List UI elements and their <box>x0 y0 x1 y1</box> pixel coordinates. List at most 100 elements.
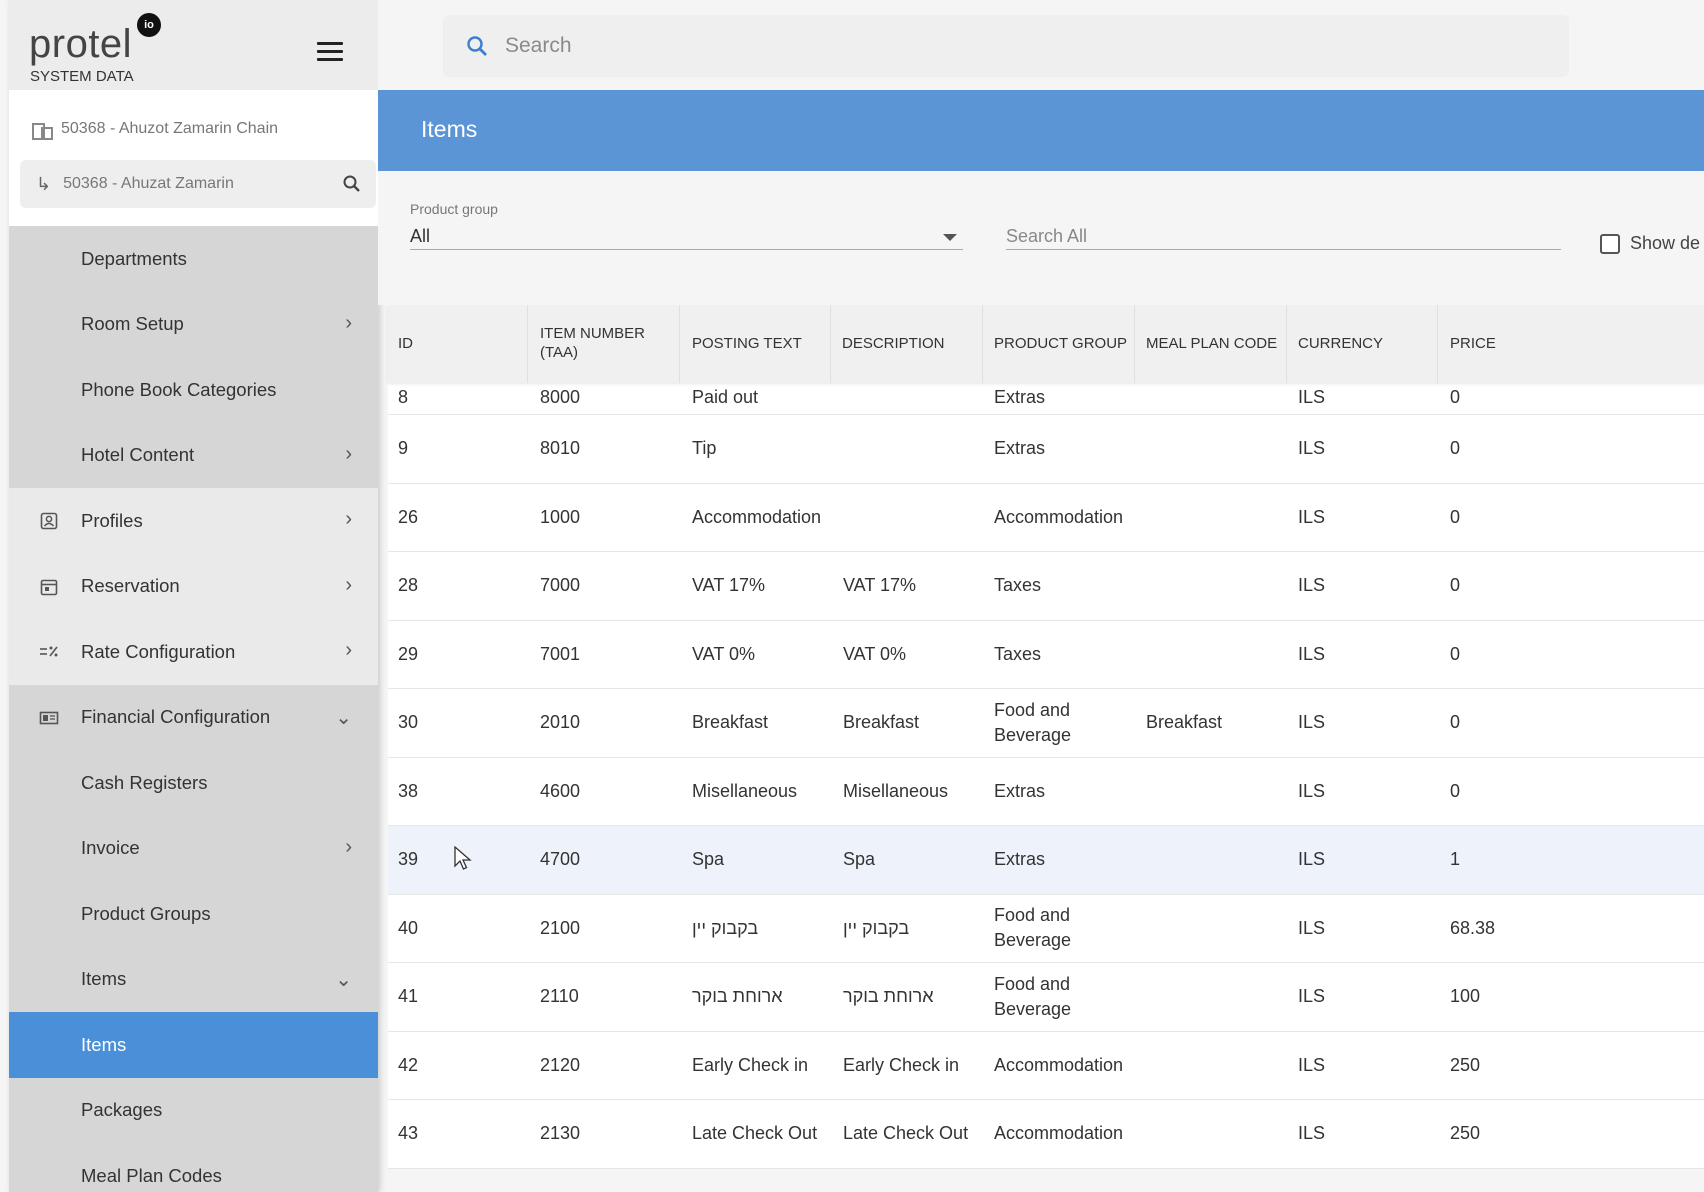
calendar-icon <box>40 579 58 595</box>
sidebar-item-label: Phone Book Categories <box>81 378 277 400</box>
column-header-meal-plan-code[interactable]: MEAL PLAN CODE <box>1135 305 1287 383</box>
column-header-product-group[interactable]: PRODUCT GROUP <box>983 305 1135 383</box>
sidebar-item-invoice[interactable]: Invoice › <box>9 815 378 881</box>
cell-product-group: Accommodation <box>994 506 1124 527</box>
cell-currency: ILS <box>1298 712 1326 733</box>
sidebar-item-label: Items <box>81 968 127 990</box>
cell-id: 28 <box>398 575 419 596</box>
sidebar-item-room-setup[interactable]: Room Setup › <box>9 291 378 357</box>
search-all-input[interactable]: Search All <box>1006 220 1561 250</box>
sidebar-item-label: Invoice <box>81 837 140 859</box>
table-row[interactable]: 38 4600 Misellaneous Misellaneous Extras ILS 0 <box>388 758 1704 826</box>
cell-description: Spa <box>843 849 876 870</box>
column-header-price[interactable]: PRICE <box>1438 305 1704 383</box>
column-header-id[interactable]: ID <box>388 305 528 383</box>
sidebar-item-phone-book-categories[interactable]: Phone Book Categories <box>9 357 378 423</box>
cell-price: 250 <box>1450 1054 1481 1075</box>
column-header-label: ID <box>398 334 413 352</box>
cell-currency: ILS <box>1298 1054 1326 1075</box>
column-header-currency[interactable]: CURRENCY <box>1287 305 1438 383</box>
sidebar-item-departments[interactable]: Departments <box>9 226 378 292</box>
chevron-down-icon: ⌄ <box>335 706 352 729</box>
cell-description: בקבוק יין <box>843 917 910 938</box>
cell-currency: ILS <box>1298 438 1326 459</box>
column-header-description[interactable]: DESCRIPTION <box>831 305 983 383</box>
logo-mark: io <box>137 13 161 37</box>
hamburger-menu-icon[interactable] <box>317 42 343 62</box>
sidebar-item-label: Reservation <box>81 575 180 597</box>
sidebar-item-label: Product Groups <box>81 902 211 924</box>
app-subtitle: SYSTEM DATA <box>30 68 134 85</box>
dropdown-arrow-icon <box>943 234 957 241</box>
column-header-item-number[interactable]: ITEM NUMBER (TAA) <box>528 305 680 383</box>
sidebar-item-rate-configuration[interactable]: Rate Configuration › <box>9 619 378 685</box>
show-deleted-label: Show de <box>1630 233 1701 253</box>
sidebar-item-cash-registers[interactable]: Cash Registers <box>9 750 378 816</box>
sidebar-item-label: Hotel Content <box>81 444 195 466</box>
cell-posting-text: Tip <box>692 438 717 459</box>
sidebar-item-label: Cash Registers <box>81 771 208 793</box>
sidebar-item-items[interactable]: Items <box>9 1012 378 1078</box>
cell-description: Early Check in <box>843 1054 960 1075</box>
table-row[interactable]: 43 2130 Late Check Out Late Check Out Accomm… <box>388 1100 1704 1169</box>
table-row[interactable]: 40 2100 בקבוק יין בקבוק יין Food and Beverag… <box>388 895 1704 963</box>
chain-label: 50368 - Ahuzot Zamarin Chain <box>31 120 278 140</box>
cell-price: 0 <box>1450 643 1461 664</box>
hotel-selector[interactable]: ↳ 50368 - Ahuzat Zamarin <box>20 160 376 208</box>
cell-price: 0 <box>1450 506 1461 527</box>
cell-item-number: 4600 <box>540 780 581 801</box>
cell-price: 1 <box>1450 849 1461 870</box>
finance-icon <box>39 711 59 724</box>
table-row[interactable]: 39 4700 Spa Spa Extras ILS 1 <box>388 826 1704 895</box>
search-input[interactable]: Search <box>443 15 1569 77</box>
cell-item-number: 2100 <box>540 917 581 938</box>
cell-posting-text: Late Check Out <box>692 1123 818 1144</box>
cell-product-group: Food and Beverage <box>994 905 1072 951</box>
cell-meal-plan-code <box>1146 758 1294 826</box>
sidebar-item-product-groups[interactable]: Product Groups <box>9 881 378 947</box>
sidebar-item-hotel-content[interactable]: Hotel Content › <box>9 422 378 488</box>
cell-meal-plan-code <box>1146 963 1294 1031</box>
sidebar-item-financial-configuration[interactable]: Financial Configuration ⌄ <box>9 684 378 750</box>
sidebar-item-label: Items <box>81 1033 127 1055</box>
cell-item-number: 2010 <box>540 712 581 733</box>
table-row[interactable]: 28 7000 VAT 17% VAT 17% Taxes ILS 0 <box>388 552 1704 621</box>
search-icon[interactable] <box>342 174 362 194</box>
sidebar-item-label: Financial Configuration <box>81 706 271 728</box>
show-deleted-checkbox[interactable] <box>1600 233 1620 254</box>
chevron-right-icon: › <box>345 639 352 661</box>
cell-description: VAT 17% <box>843 575 917 596</box>
table-row[interactable]: 26 1000 Accommodation Accommodation ILS 0 <box>388 484 1704 552</box>
profile-icon <box>40 512 58 530</box>
cell-price: 0 <box>1450 387 1461 407</box>
table-row[interactable]: 42 2120 Early Check in Early Check in Accomm… <box>388 1032 1704 1100</box>
sidebar-item-meal-plan-codes[interactable]: Meal Plan Codes <box>9 1143 378 1192</box>
cell-price: 100 <box>1450 986 1481 1007</box>
filter-bar: Product group All Search All Show de <box>378 171 1704 305</box>
table-row[interactable]: 9 8010 Tip Extras ILS 0 <box>388 415 1704 484</box>
column-header-label: PRICE <box>1450 334 1496 352</box>
sidebar-nav: Departments Room Setup › Phone Book Categ… <box>9 226 378 1192</box>
hotel-name: 50368 - Ahuzat Zamarin <box>63 175 234 192</box>
chevron-right-icon: › <box>345 573 352 596</box>
table-row[interactable]: 29 7001 VAT 0% VAT 0% Taxes ILS 0 <box>388 621 1704 689</box>
column-header-posting-text[interactable]: POSTING TEXT <box>680 305 831 383</box>
table-row[interactable]: 41 2110 ארוחת בוקר ארוחת בוקר Food and Bever… <box>388 963 1704 1032</box>
column-header-label: ITEM NUMBER (TAA) <box>540 325 645 361</box>
product-group-select[interactable]: All <box>410 220 963 250</box>
sidebar-item-reservation[interactable]: Reservation › <box>9 553 378 619</box>
cell-id: 8 <box>398 387 409 407</box>
cell-posting-text: VAT 0% <box>692 643 756 664</box>
sidebar-item-items-group[interactable]: Items ⌄ <box>9 946 378 1012</box>
show-deleted-toggle[interactable]: Show de <box>1600 233 1700 254</box>
cell-description: Breakfast <box>843 712 920 733</box>
sidebar-item-profiles[interactable]: Profiles › <box>9 488 378 554</box>
search-icon <box>467 36 487 56</box>
table-row[interactable]: 8 8000 Paid out Extras ILS 0 <box>388 383 1704 415</box>
cell-product-group: Accommodation <box>994 1123 1124 1144</box>
table-row[interactable]: 30 2010 Breakfast Breakfast Food and Beverag… <box>388 689 1704 758</box>
sidebar-item-packages[interactable]: Packages <box>9 1077 378 1143</box>
cell-price: 0 <box>1450 780 1461 801</box>
cell-description: Late Check Out <box>843 1123 969 1144</box>
cell-currency: ILS <box>1298 575 1326 596</box>
